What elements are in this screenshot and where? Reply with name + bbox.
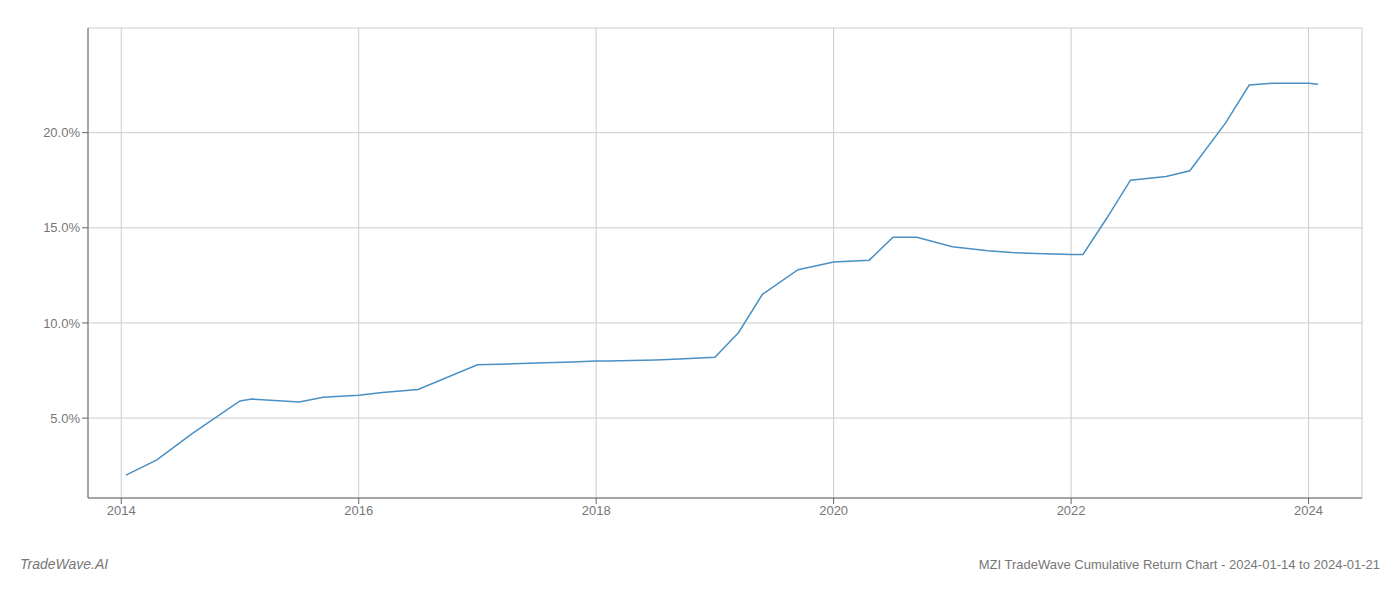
html-text:MZI TradeWave Cumulative Retur: MZI TradeWave Cumulative Return Chart - … <box>978 557 1380 572</box>
html-text:TradeWave.AI: TradeWave.AI <box>20 556 109 572</box>
svg-text:20.0%: 20.0% <box>43 125 80 140</box>
svg-text:2024: 2024 <box>1294 503 1323 518</box>
svg-text:10.0%: 10.0% <box>43 316 80 331</box>
svg-text:2022: 2022 <box>1057 503 1086 518</box>
svg-text:2020: 2020 <box>819 503 848 518</box>
svg-text:15.0%: 15.0% <box>43 220 80 235</box>
svg-text:2016: 2016 <box>344 503 373 518</box>
svg-text:5.0%: 5.0% <box>50 411 80 426</box>
svg-text:2018: 2018 <box>582 503 611 518</box>
svg-text:2014: 2014 <box>107 503 136 518</box>
